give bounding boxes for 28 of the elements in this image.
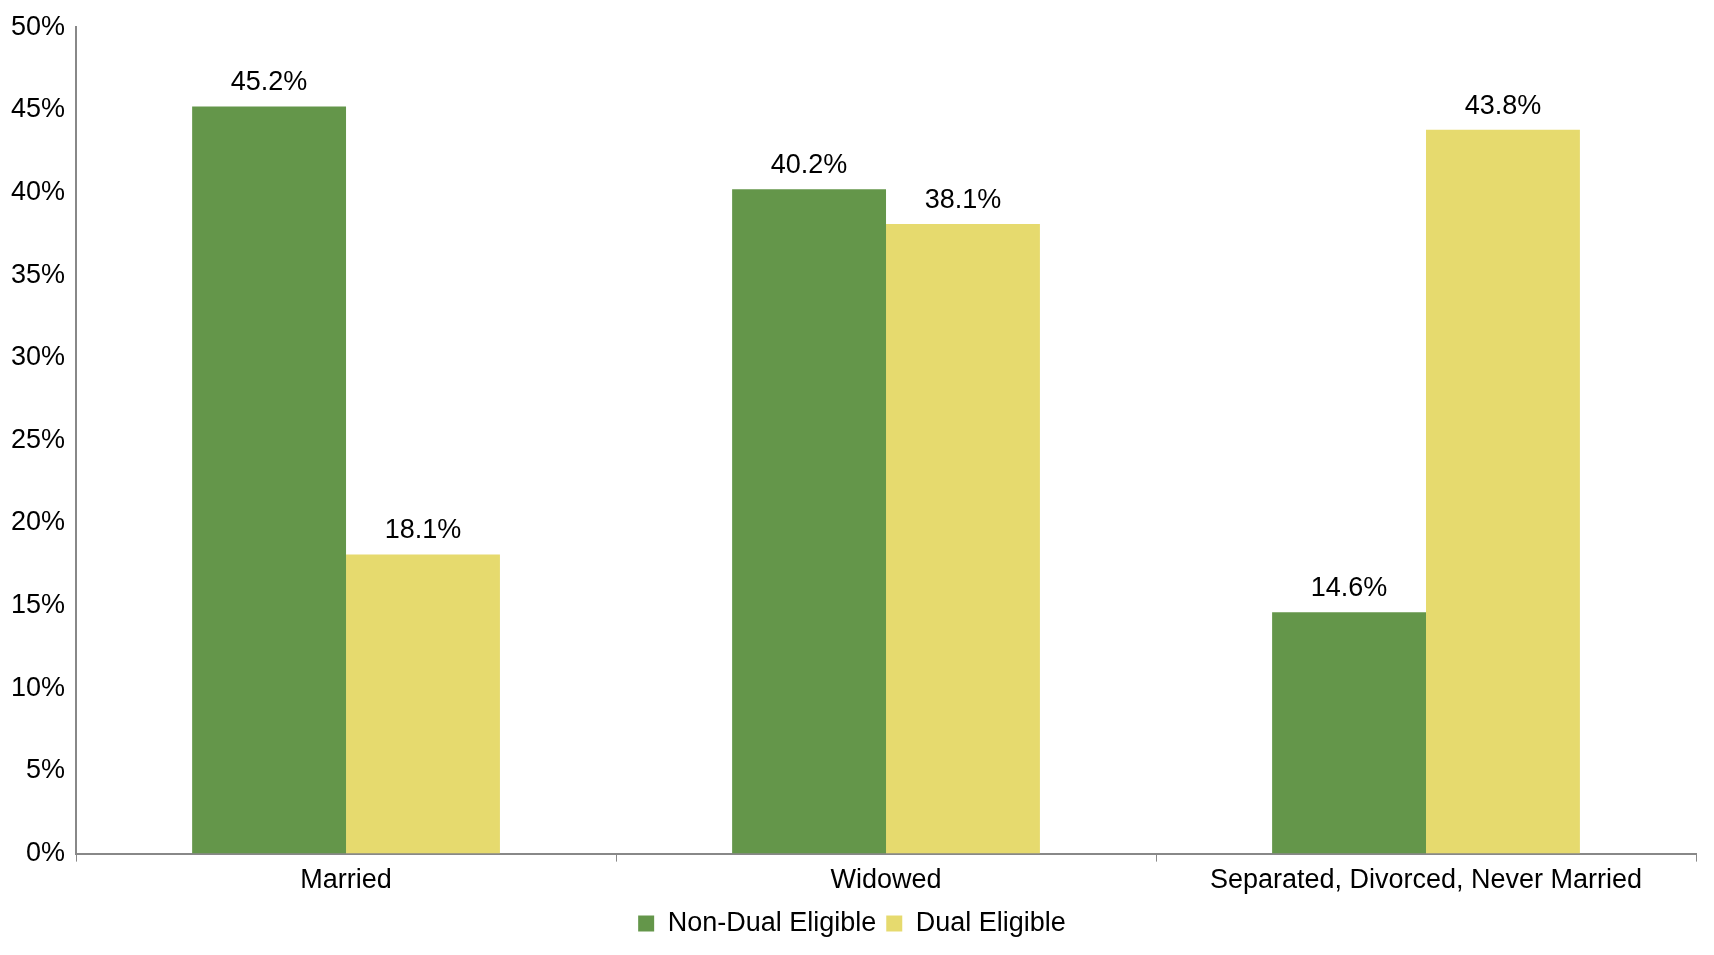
bar <box>886 223 1040 854</box>
y-tick-label: 30% <box>10 341 66 372</box>
y-tick-label: 20% <box>10 506 66 537</box>
data-label: 38.1% <box>924 183 1002 214</box>
data-label: 43.8% <box>1464 89 1542 120</box>
y-tick-label: 45% <box>10 93 66 124</box>
y-tick-label: 35% <box>10 258 66 289</box>
data-label: 14.6% <box>1310 572 1388 603</box>
data-label: 18.1% <box>384 514 462 545</box>
legend-label: Dual Eligible <box>915 906 1066 937</box>
bar <box>192 106 347 854</box>
y-tick-label: 0% <box>26 837 66 868</box>
y-tick-label: 5% <box>26 754 66 785</box>
bar <box>732 189 887 854</box>
x-tick-label: Widowed <box>830 864 942 895</box>
bar <box>1426 129 1580 854</box>
x-tick-label: Separated, Divorced, Never Married <box>1209 864 1643 895</box>
data-label: 40.2% <box>770 149 848 180</box>
y-tick-label: 15% <box>10 589 66 620</box>
y-tick-label: 10% <box>10 671 66 702</box>
bar <box>346 554 500 854</box>
y-tick-label: 25% <box>10 423 66 454</box>
legend-label: Non-Dual Eligible <box>667 906 877 937</box>
y-tick-label: 50% <box>10 10 66 41</box>
y-tick-label: 40% <box>10 175 66 206</box>
x-tick-label: Married <box>300 864 392 895</box>
bar <box>1272 612 1427 854</box>
data-label: 45.2% <box>230 66 308 97</box>
